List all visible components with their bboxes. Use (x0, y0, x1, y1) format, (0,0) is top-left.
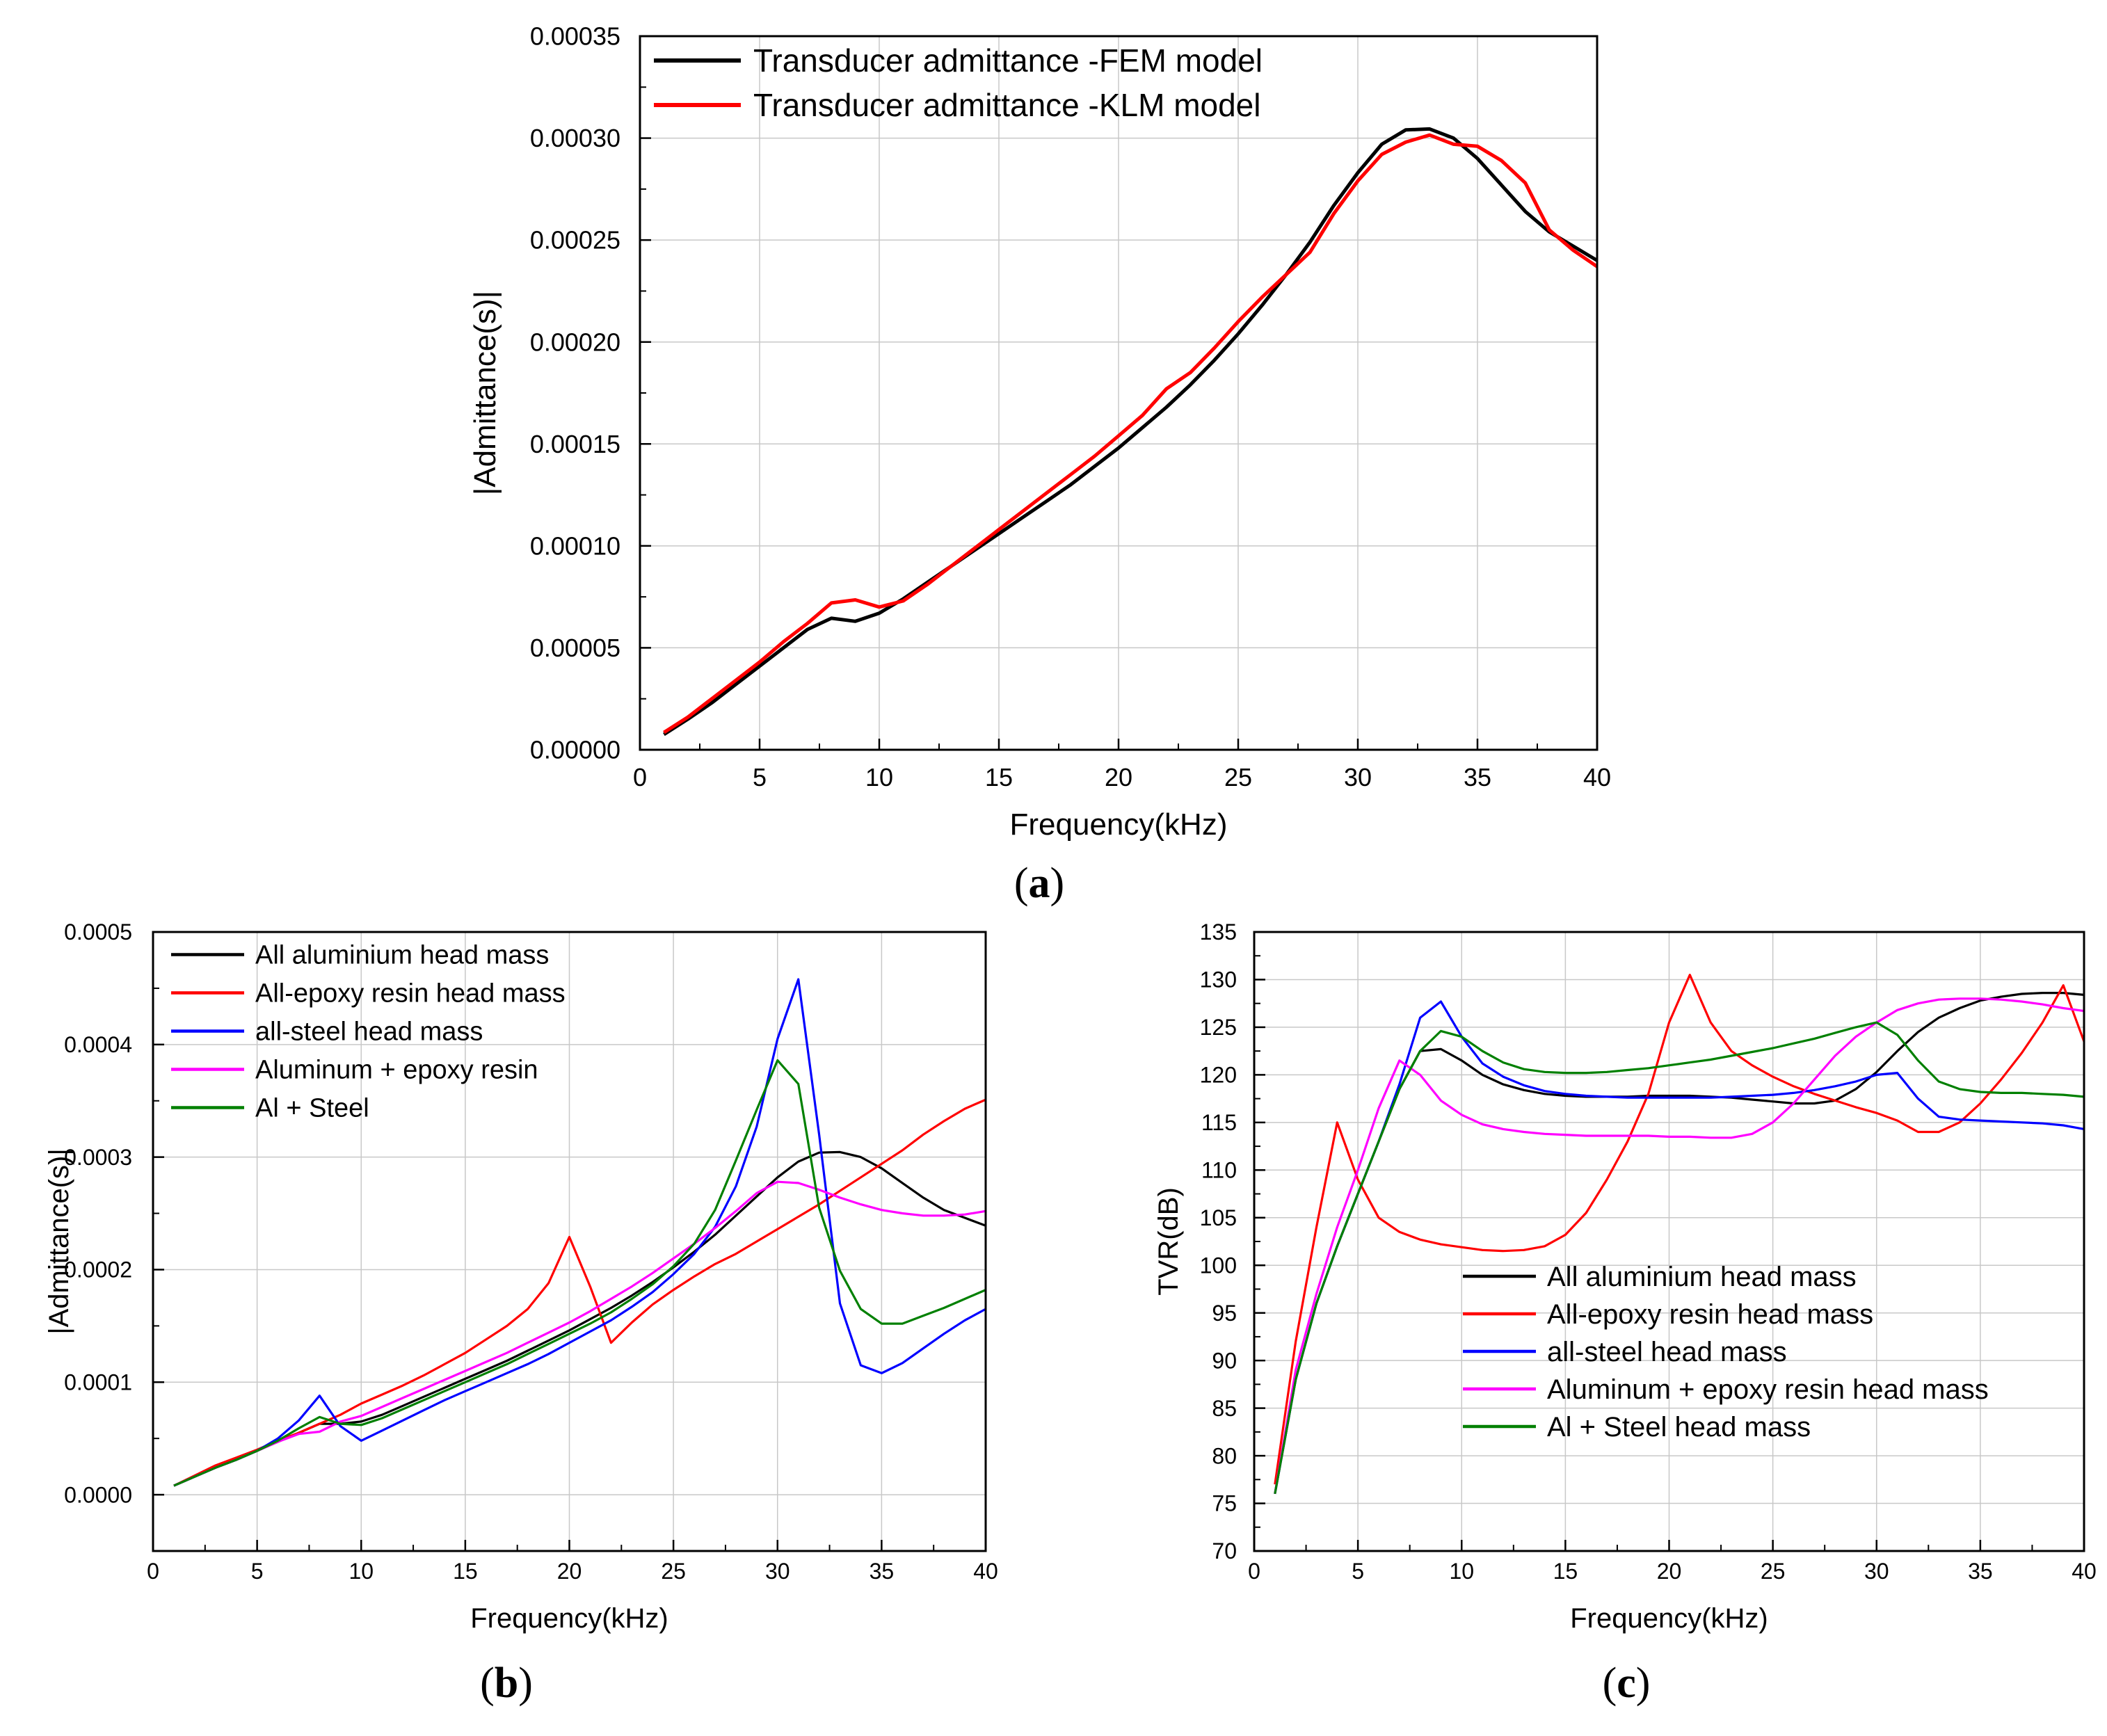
grid-b (153, 932, 986, 1551)
y-tick-label: 0.00035 (530, 22, 620, 51)
legend-label-b-1: All-epoxy resin head mass (255, 979, 566, 1008)
legend-label-c-3: Aluminum + epoxy resin head mass (1547, 1374, 1989, 1405)
y-axis-title-b: |Admittance(s)| (44, 1148, 74, 1335)
y-tick-label: 0.00010 (530, 531, 620, 560)
y-tick-label: 105 (1200, 1205, 1237, 1230)
x-tick-label: 30 (1344, 763, 1372, 791)
x-tick-label: 25 (1224, 763, 1252, 791)
y-tick-label: 75 (1212, 1491, 1237, 1516)
x-tick-label: 5 (1352, 1559, 1364, 1584)
y-tick-label: 0.00000 (530, 736, 620, 764)
panel-label-b: (b) (480, 1659, 533, 1707)
x-axis-title-a: Frequency(kHz) (1010, 807, 1228, 842)
y-tick-label: 110 (1201, 1158, 1237, 1183)
series-line-a-0 (663, 127, 1599, 737)
series-line-c-2 (1274, 1000, 2085, 1495)
series-line-c-4 (1274, 1021, 2085, 1495)
y-tick-label: 85 (1212, 1396, 1237, 1421)
y-tick-label: 0.00025 (530, 226, 620, 255)
y-tick-label: 115 (1201, 1110, 1237, 1135)
legend-a: Transducer admittance -FEM model Transduc… (654, 42, 1263, 123)
x-tick-label: 15 (453, 1559, 478, 1584)
legend-label-c-2: all-steel head mass (1547, 1337, 1787, 1367)
x-axis-title-c: Frequency(kHz) (1570, 1603, 1768, 1634)
legend-label-a-1: Transducer admittance -KLM model (753, 87, 1261, 123)
y-tick-label: 0.0002 (64, 1257, 132, 1283)
y-tick-label: 120 (1200, 1063, 1237, 1088)
x-tick-label: 40 (973, 1559, 998, 1584)
y-tick-label: 0.0005 (64, 919, 132, 945)
panel-label-a: (a) (1014, 860, 1064, 907)
chart-panel-b: 0 5 10 15 20 25 30 35 40 0.0000 0.0001 0.0002 0.0003… (44, 919, 998, 1707)
series-line-b-1 (173, 1098, 986, 1487)
y-tick-label: 80 (1212, 1443, 1237, 1468)
series-line-a-1 (663, 133, 1599, 734)
y-tick-label: 0.0000 (64, 1482, 132, 1507)
y-tick-label: 0.00005 (530, 634, 620, 662)
ticks-b: 0 5 10 15 20 25 30 35 40 0.0000 0.0001 0.0002 0.0003… (64, 919, 998, 1584)
y-tick-label: 70 (1212, 1538, 1237, 1564)
legend-label-c-4: Al + Steel head mass (1547, 1412, 1811, 1442)
x-tick-label: 30 (765, 1559, 790, 1584)
legend-label-a-0: Transducer admittance -FEM model (753, 42, 1263, 79)
x-tick-label: 0 (147, 1559, 159, 1584)
y-tick-label: 0.0001 (64, 1369, 132, 1395)
chart-panel-c: 0 5 10 15 20 25 30 35 40 70 75 80 85 90 95 100 105 110 115… (1153, 919, 2097, 1707)
y-tick-label: 0.00020 (530, 328, 620, 356)
legend-label-b-4: Al + Steel (255, 1094, 369, 1123)
series-line-b-3 (173, 1180, 986, 1487)
legend-label-c-1: All-epoxy resin head mass (1547, 1299, 1873, 1330)
x-tick-label: 20 (557, 1559, 582, 1584)
ticks-c: 0 5 10 15 20 25 30 35 40 70 75 80 85 90 95 100 105 110 115… (1200, 919, 2097, 1584)
x-tick-label: 15 (1553, 1559, 1578, 1584)
series-line-b-2 (173, 978, 986, 1487)
ticks-a: 0 5 10 15 20 25 30 35 40 0.00000 0.00005 0.00010 0.0… (530, 22, 1611, 791)
x-tick-label: 0 (633, 763, 647, 791)
series-line-c-1 (1274, 974, 2085, 1485)
legend-b: All aluminium head mass All-epoxy resin h… (171, 941, 566, 1123)
x-tick-label: 25 (661, 1559, 686, 1584)
x-tick-label: 15 (985, 763, 1013, 791)
y-tick-label: 0.0004 (64, 1032, 132, 1057)
y-tick-label: 100 (1200, 1253, 1237, 1278)
y-axis-title-c: TVR(dB) (1153, 1187, 1184, 1296)
y-tick-label: 90 (1212, 1348, 1237, 1373)
legend-label-b-2: all-steel head mass (255, 1018, 483, 1047)
x-tick-label: 40 (1583, 763, 1611, 791)
y-tick-label: 135 (1200, 919, 1237, 945)
x-tick-label: 40 (2072, 1559, 2097, 1584)
y-tick-label: 0.0003 (64, 1145, 132, 1170)
x-tick-label: 5 (753, 763, 767, 791)
series-line-c-3 (1274, 997, 2085, 1495)
x-tick-label: 10 (349, 1559, 374, 1584)
x-tick-label: 25 (1761, 1559, 1786, 1584)
series-line-b-4 (173, 1059, 986, 1487)
x-tick-label: 10 (865, 763, 893, 791)
x-tick-label: 35 (1464, 763, 1491, 791)
x-tick-label: 30 (1864, 1559, 1889, 1584)
x-tick-label: 35 (870, 1559, 895, 1584)
x-tick-label: 10 (1449, 1559, 1474, 1584)
legend-c: All aluminium head mass All-epoxy resin h… (1463, 1262, 1989, 1442)
x-tick-label: 0 (1248, 1559, 1260, 1584)
y-tick-label: 95 (1212, 1301, 1237, 1326)
y-axis-title-a: |Admittance(s)| (468, 291, 502, 495)
y-tick-label: 125 (1200, 1015, 1237, 1040)
x-tick-label: 35 (1968, 1559, 1993, 1584)
x-axis-title-b: Frequency(kHz) (470, 1603, 668, 1634)
y-tick-label: 0.00030 (530, 124, 620, 152)
legend-label-b-0: All aluminium head mass (255, 941, 549, 970)
x-tick-label: 20 (1657, 1559, 1682, 1584)
chart-panel-a: 0 5 10 15 20 25 30 35 40 0.00000 0.00005 0.00010 0.0… (468, 22, 1611, 907)
y-tick-label: 0.00015 (530, 430, 620, 458)
x-tick-label: 5 (251, 1559, 264, 1584)
x-tick-label: 20 (1105, 763, 1132, 791)
y-tick-label: 130 (1200, 967, 1237, 992)
legend-label-c-0: All aluminium head mass (1547, 1262, 1857, 1292)
panel-label-c: (c) (1603, 1659, 1651, 1707)
legend-label-b-3: Aluminum + epoxy resin (255, 1056, 538, 1085)
